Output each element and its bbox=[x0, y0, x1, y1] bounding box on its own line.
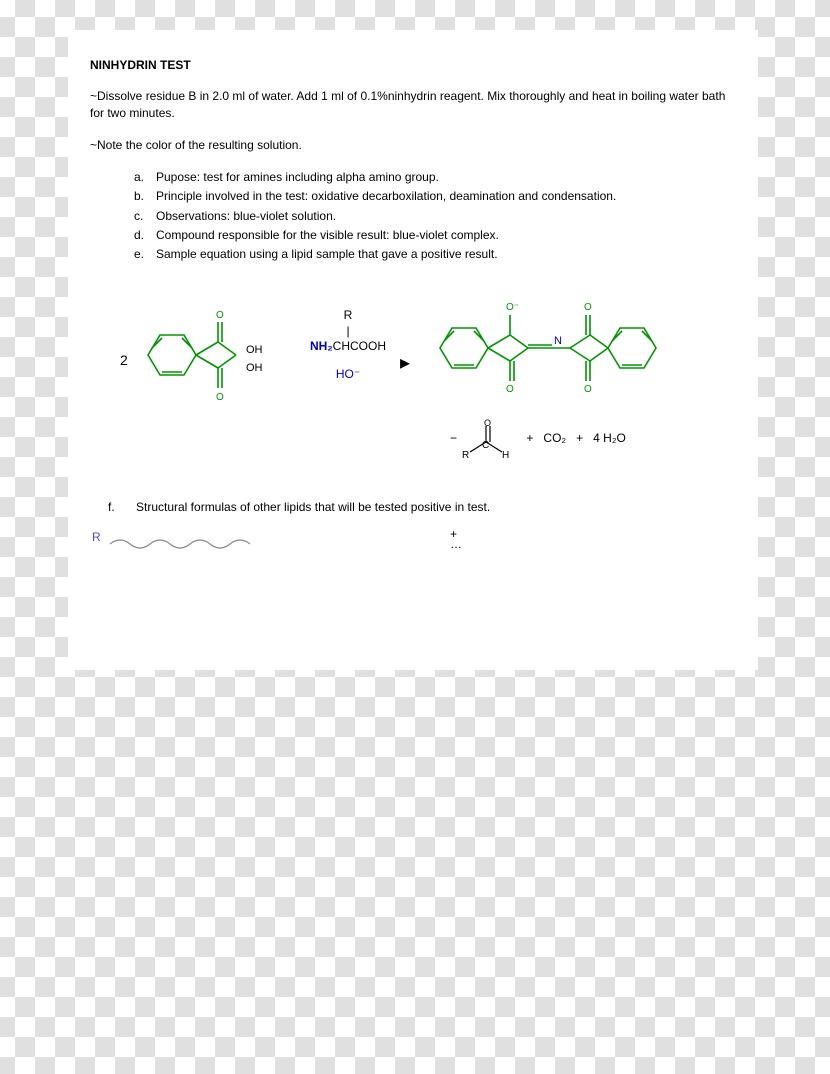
nh2-label: NH₂ bbox=[310, 339, 333, 353]
list-item-e: e. Sample equation using a lipid sample … bbox=[134, 245, 736, 264]
list-item-c: c. Observations: blue-violet solution. bbox=[134, 207, 736, 226]
list-item-d: d. Compound responsible for the visible … bbox=[134, 226, 736, 245]
h2o-coef: 4 bbox=[593, 431, 600, 445]
svg-text:C: C bbox=[482, 440, 489, 451]
sub-list: a. Pupose: test for amines including alp… bbox=[134, 168, 736, 264]
plus-sign: + bbox=[526, 431, 533, 445]
svg-text:O: O bbox=[216, 392, 224, 403]
reaction-arrow-icon: ▸ bbox=[400, 350, 410, 375]
list-text: Structural formulas of other lipids that… bbox=[136, 500, 490, 514]
amino-r: R bbox=[310, 308, 386, 324]
plus-dots: + … bbox=[450, 530, 462, 549]
svg-text:O: O bbox=[584, 384, 592, 395]
minus-sign: − bbox=[450, 431, 457, 445]
r-label: R bbox=[92, 530, 101, 544]
list-text: Sample equation using a lipid sample tha… bbox=[156, 245, 498, 264]
wavy-bond-icon bbox=[108, 536, 258, 552]
svg-text:O⁻: O⁻ bbox=[506, 302, 519, 313]
procedure-step-1: ~Dissolve residue B in 2.0 ml of water. … bbox=[90, 88, 736, 123]
list-letter: e. bbox=[134, 245, 156, 264]
document-page: NINHYDRIN TEST ~Dissolve residue B in 2.… bbox=[68, 30, 758, 670]
svg-text:O: O bbox=[484, 418, 491, 428]
byproducts-line: − R O H C + CO₂ + 4 H₂O bbox=[450, 418, 626, 460]
oh-label: OH bbox=[246, 362, 263, 374]
amino-acid-block: R | NH₂CHCOOH HO⁻ bbox=[310, 308, 386, 382]
list-letter: b. bbox=[134, 187, 156, 206]
list-letter: d. bbox=[134, 226, 156, 245]
amino-formula: NH₂CHCOOH bbox=[310, 339, 386, 355]
svg-text:N: N bbox=[554, 335, 562, 347]
list-item-a: a. Pupose: test for amines including alp… bbox=[134, 168, 736, 187]
bottom-fragment: R + … bbox=[90, 530, 736, 560]
svg-text:H: H bbox=[502, 450, 509, 460]
aldehyde-icon: R O H C bbox=[460, 418, 516, 460]
list-text: Principle involved in the test: oxidativ… bbox=[156, 187, 616, 206]
svg-text:O: O bbox=[506, 384, 514, 395]
procedure-step-2: ~Note the color of the resulting solutio… bbox=[90, 137, 736, 154]
list-item-f: f. Structural formulas of other lipids t… bbox=[108, 500, 736, 514]
coefficient: 2 bbox=[120, 352, 128, 368]
svg-text:R: R bbox=[462, 450, 469, 460]
list-text: Pupose: test for amines including alpha … bbox=[156, 168, 439, 187]
reaction-diagram: 2 O O OH OH bbox=[120, 288, 736, 488]
list-text: Compound responsible for the visible res… bbox=[156, 226, 499, 245]
h2o-label: H₂O bbox=[603, 431, 626, 445]
list-letter: f. bbox=[108, 500, 136, 514]
ruhemann-purple-structure-icon: O⁻ O O O N bbox=[430, 288, 720, 408]
list-text: Observations: blue-violet solution. bbox=[156, 207, 336, 226]
co2-label: CO₂ bbox=[543, 431, 566, 445]
ninhydrin-structure-icon: O O bbox=[138, 300, 248, 410]
section-title: NINHYDRIN TEST bbox=[90, 58, 736, 72]
svg-text:O: O bbox=[216, 310, 224, 321]
oh-label: OH bbox=[246, 344, 263, 356]
plus-sign: + bbox=[576, 431, 583, 445]
dots: … bbox=[450, 540, 462, 550]
amino-bar: | bbox=[310, 324, 386, 340]
list-item-b: b. Principle involved in the test: oxida… bbox=[134, 187, 736, 206]
list-letter: c. bbox=[134, 207, 156, 226]
list-letter: a. bbox=[134, 168, 156, 187]
svg-text:O: O bbox=[584, 302, 592, 313]
ho-label: HO⁻ bbox=[310, 367, 386, 383]
chcooh-label: CHCOOH bbox=[333, 339, 386, 353]
